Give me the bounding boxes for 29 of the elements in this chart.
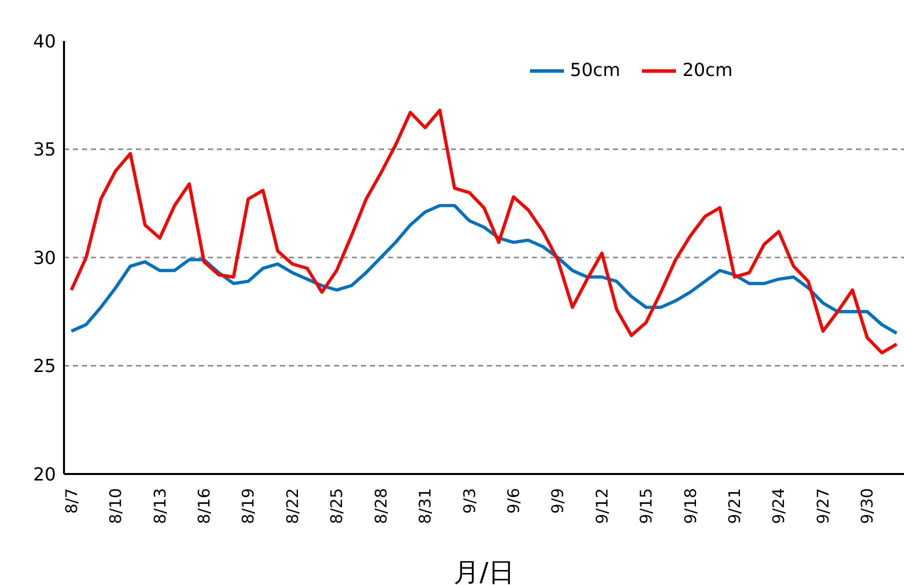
x-tick-label: 9/15 [636, 488, 656, 524]
x-tick-label: 9/24 [769, 488, 788, 524]
x-tick-label: 8/19 [238, 488, 258, 524]
x-tick-label: 9/21 [725, 488, 744, 524]
y-tick-label: 20 [33, 464, 56, 486]
x-tick-label: 9/6 [504, 488, 523, 514]
x-tick-label: 9/18 [680, 488, 700, 524]
x-tick-label: 8/25 [327, 488, 346, 524]
line-series [70, 108, 898, 354]
x-axis-title: 月/日 [454, 558, 514, 585]
x-tick-label: 9/12 [592, 488, 612, 524]
x-tick-label: 8/10 [106, 488, 126, 524]
x-tick-label: 8/22 [282, 488, 302, 524]
x-tick-label: 8/16 [194, 488, 214, 524]
x-tick-label: 8/7 [62, 488, 81, 514]
y-tick-label: 30 [33, 248, 56, 269]
x-tick-label: 8/28 [371, 488, 390, 524]
x-tick-label: 9/9 [548, 488, 568, 514]
line-series [70, 204, 898, 335]
legend-label: 50cm [570, 60, 620, 81]
legend-label: 20cm [682, 60, 733, 81]
x-tick-label: 9/27 [813, 488, 832, 524]
x-tick-label: 9/30 [858, 488, 877, 524]
x-tick-label: 8/13 [150, 488, 170, 524]
y-tick-label: 40 [33, 31, 56, 52]
y-tick-label: 25 [33, 356, 56, 378]
y-tick-label: 35 [33, 140, 56, 161]
x-tick-label: 9/3 [460, 488, 479, 514]
x-tick-label: 8/31 [416, 488, 435, 524]
